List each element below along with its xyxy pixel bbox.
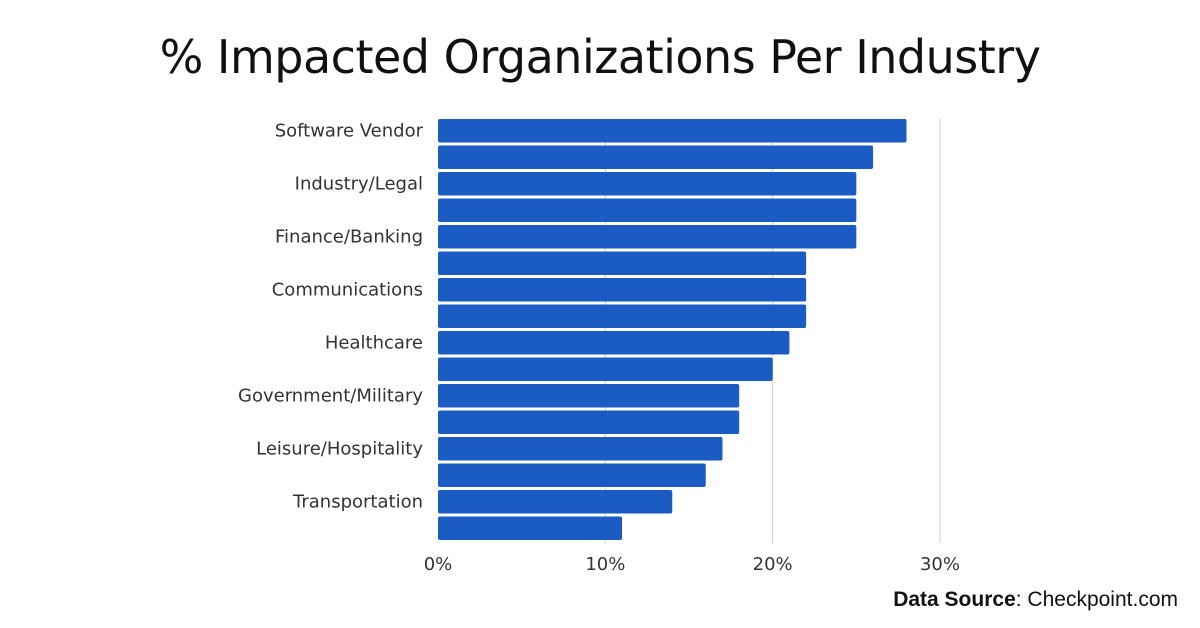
bar bbox=[438, 198, 857, 222]
bar bbox=[438, 119, 907, 143]
bar bbox=[438, 384, 740, 408]
bar bbox=[438, 463, 706, 487]
category-label: Software Vendor bbox=[275, 120, 424, 141]
x-tick-label: 0% bbox=[424, 554, 453, 575]
category-label: Leisure/Hospitality bbox=[256, 438, 423, 459]
data-source-credit: Data Source: Checkpoint.com bbox=[893, 588, 1178, 612]
bar bbox=[438, 357, 773, 381]
category-label: Finance/Banking bbox=[275, 226, 423, 247]
chart-title: % Impacted Organizations Per Industry bbox=[159, 30, 1041, 84]
bar bbox=[438, 172, 857, 196]
bar bbox=[438, 304, 807, 328]
bar bbox=[438, 225, 857, 249]
x-tick-label: 10% bbox=[585, 554, 625, 575]
x-axis-ticks: 0% 10% 20% 30% bbox=[424, 554, 960, 575]
bar bbox=[438, 516, 623, 540]
data-source-key: Data Source bbox=[893, 588, 1016, 611]
bars bbox=[438, 119, 907, 540]
bar bbox=[438, 251, 807, 275]
bar bbox=[438, 490, 673, 514]
category-label: Communications bbox=[272, 279, 423, 300]
x-tick-label: 30% bbox=[920, 554, 960, 575]
category-label: Healthcare bbox=[325, 332, 423, 353]
data-source-separator: : bbox=[1015, 588, 1022, 611]
data-source-value: Checkpoint.com bbox=[1021, 588, 1178, 611]
category-labels: Software Vendor Industry/Legal Finance/Ban… bbox=[238, 120, 424, 512]
category-label: Transportation bbox=[292, 491, 423, 512]
x-tick-label: 20% bbox=[753, 554, 793, 575]
bar bbox=[438, 410, 740, 434]
category-label: Government/Military bbox=[238, 385, 423, 406]
bar bbox=[438, 331, 790, 355]
bar bbox=[438, 145, 874, 169]
bar bbox=[438, 278, 807, 302]
bar bbox=[438, 437, 723, 461]
category-label: Industry/Legal bbox=[295, 173, 423, 194]
